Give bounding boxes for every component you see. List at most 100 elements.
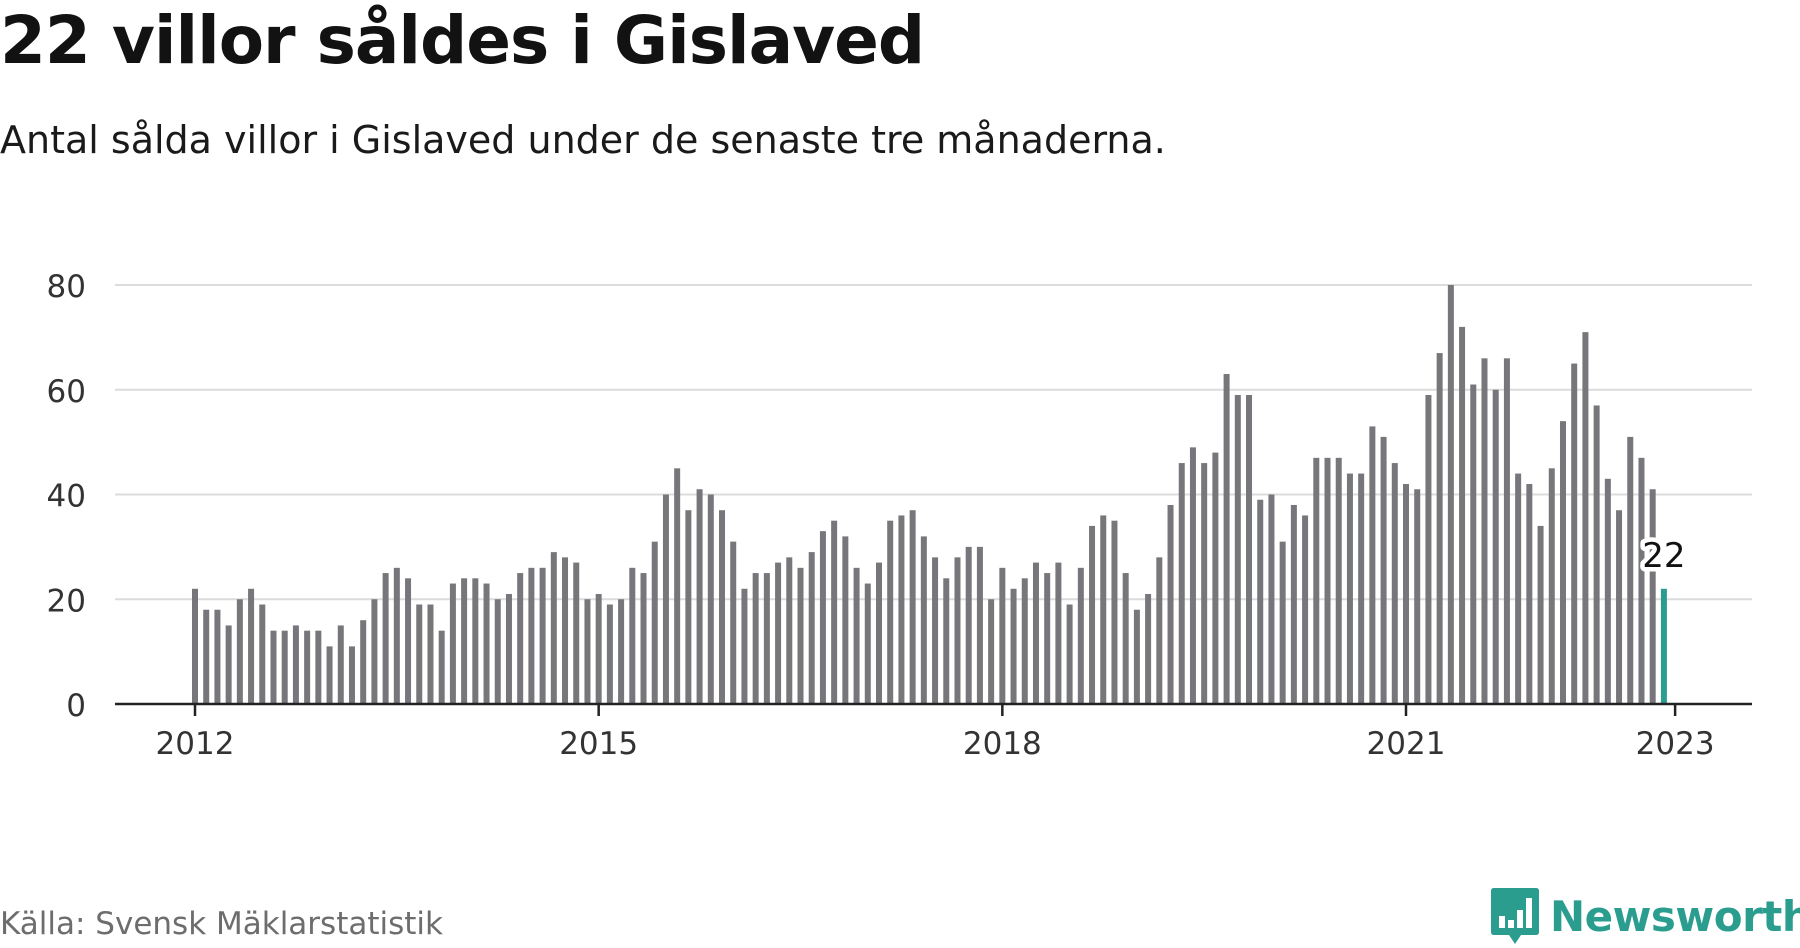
bar	[1548, 468, 1555, 704]
bar	[1582, 332, 1589, 704]
bar	[494, 599, 501, 704]
bar	[1515, 473, 1522, 704]
bar	[326, 646, 333, 704]
bar	[472, 578, 479, 704]
bar	[1537, 525, 1544, 704]
bar	[528, 567, 535, 704]
bar	[1358, 473, 1365, 704]
bar	[1290, 504, 1297, 704]
bar	[1436, 353, 1443, 704]
bar	[887, 520, 894, 704]
bar	[864, 583, 871, 704]
bar	[236, 599, 243, 704]
bar	[584, 599, 591, 704]
bar	[304, 630, 311, 704]
bar	[405, 578, 412, 704]
bar	[550, 552, 557, 704]
highlight-label-halo: 22	[1642, 536, 1685, 576]
bar	[416, 604, 423, 704]
bar	[1089, 525, 1096, 704]
y-axis-ticks: 0 20 40 60 80	[47, 269, 86, 724]
bar	[976, 546, 983, 704]
x-axis: 2012 2015 2018 2021 2023	[115, 702, 1752, 762]
bar	[1616, 510, 1623, 704]
bar	[797, 567, 804, 704]
bar	[1010, 588, 1017, 704]
bar	[696, 489, 703, 704]
bar	[1100, 515, 1107, 704]
bar	[1133, 609, 1140, 704]
y-tick-label: 80	[47, 269, 86, 305]
bar	[685, 510, 692, 704]
bar	[752, 573, 759, 704]
bar	[1459, 326, 1466, 704]
bar	[1302, 515, 1309, 704]
bar	[1470, 384, 1477, 704]
bar	[315, 630, 322, 704]
bar	[1122, 573, 1129, 704]
bar	[1167, 504, 1174, 704]
bar	[360, 620, 367, 704]
bar	[875, 562, 882, 704]
bar	[573, 562, 580, 704]
bar	[988, 599, 995, 704]
bar	[1055, 562, 1062, 704]
bar	[595, 594, 602, 704]
bar	[651, 541, 658, 704]
chart-subtitle: Antal sålda villor i Gislaved under de s…	[0, 118, 1166, 162]
bar	[1492, 389, 1499, 704]
bar	[259, 604, 266, 704]
x-tick-label: 2023	[1636, 726, 1715, 762]
bar	[1604, 478, 1611, 704]
bar	[1189, 447, 1196, 704]
bar	[483, 583, 490, 704]
bar	[775, 562, 782, 704]
y-tick-label: 60	[47, 374, 86, 410]
bar	[1346, 473, 1353, 704]
bar	[427, 604, 434, 704]
bar	[999, 567, 1006, 704]
bar	[1380, 436, 1387, 704]
bar	[707, 494, 714, 704]
bar	[393, 567, 400, 704]
bar	[214, 609, 221, 704]
bar	[1369, 426, 1376, 704]
bar	[719, 510, 726, 704]
bar	[808, 552, 815, 704]
bar	[965, 546, 972, 704]
bar	[517, 573, 524, 704]
bar	[853, 567, 860, 704]
bar	[898, 515, 905, 704]
bar	[1638, 457, 1645, 704]
bar	[1201, 463, 1208, 704]
bar	[1066, 604, 1073, 704]
bar	[1526, 484, 1533, 704]
bar	[1156, 557, 1163, 704]
bar	[1111, 520, 1118, 704]
bar	[449, 583, 456, 704]
bar	[1178, 463, 1185, 704]
bar	[674, 468, 681, 704]
bar	[1593, 405, 1600, 704]
bar	[1032, 562, 1039, 704]
chart-title: 22 villor såldes i Gislaved	[0, 2, 925, 79]
bar	[786, 557, 793, 704]
source-note: Källa: Svensk Mäklarstatistik	[0, 906, 443, 942]
bar	[943, 578, 950, 704]
bar	[1257, 499, 1264, 704]
bar	[954, 557, 961, 704]
bar	[618, 599, 625, 704]
bars	[192, 285, 1667, 704]
y-tick-label: 20	[47, 583, 86, 619]
bar	[371, 599, 378, 704]
bar	[539, 567, 546, 704]
bar	[1447, 285, 1454, 704]
bar	[1279, 541, 1286, 704]
bar	[562, 557, 569, 704]
bar	[1313, 457, 1320, 704]
bar	[1223, 374, 1230, 704]
bar	[1559, 421, 1566, 704]
bar	[281, 630, 288, 704]
